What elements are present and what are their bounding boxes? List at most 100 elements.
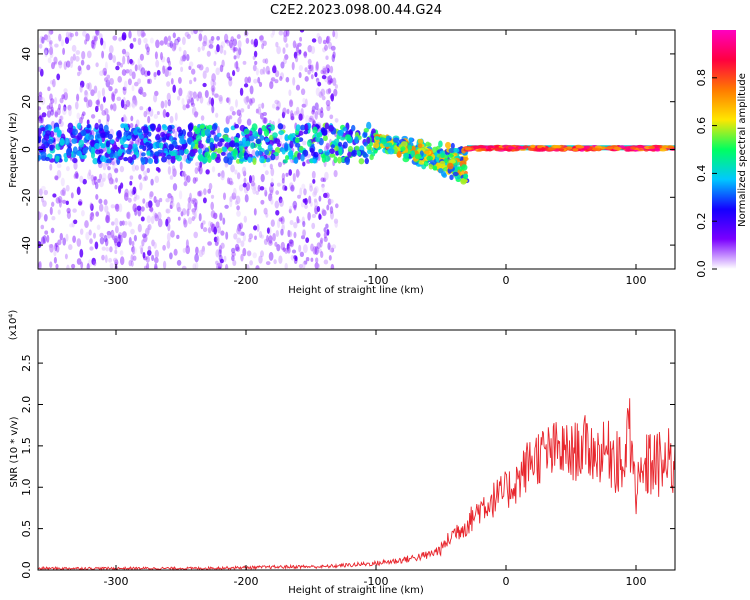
heatmap-cell xyxy=(201,129,206,138)
heatmap-cell xyxy=(236,210,241,217)
heatmap-cell xyxy=(575,145,585,149)
heatmap-cell xyxy=(289,186,295,191)
heatmap-cell xyxy=(322,39,327,45)
heatmap-cell xyxy=(438,140,443,148)
heatmap-cell xyxy=(323,236,328,243)
heatmap-cell xyxy=(238,47,242,56)
heatmap-cell xyxy=(186,175,191,183)
heatmap-cell xyxy=(88,229,92,236)
heatmap-cell xyxy=(122,86,127,91)
heatmap-cell xyxy=(109,246,113,253)
heatmap-cell xyxy=(154,249,159,259)
heatmap-cell xyxy=(215,249,220,258)
heatmap-cell xyxy=(322,67,327,74)
heatmap-cell xyxy=(215,235,220,245)
heatmap-cell xyxy=(250,142,255,150)
heatmap-cell xyxy=(194,167,199,175)
heatmap-cell xyxy=(295,43,299,50)
heatmap-cell xyxy=(161,156,167,163)
heatmap-cell xyxy=(244,76,249,84)
heatmap-cell xyxy=(126,211,131,220)
heatmap-cell xyxy=(347,151,352,158)
heatmap-cell xyxy=(133,81,139,87)
heatmap-cell xyxy=(247,76,252,84)
snr-x-axis-label: Height of straight line (km) xyxy=(288,585,424,596)
heatmap-cell xyxy=(276,244,281,252)
heatmap-cell xyxy=(96,224,101,231)
heatmap-cell xyxy=(148,106,152,112)
heatmap-cell xyxy=(45,130,52,137)
heatmap-cell xyxy=(167,66,172,71)
heatmap-cell xyxy=(82,30,87,37)
heatmap-cell xyxy=(40,236,46,245)
heatmap-cell xyxy=(191,106,197,116)
heatmap-cell xyxy=(253,78,258,84)
heatmap-cell xyxy=(169,115,174,124)
heatmap-cell xyxy=(423,150,430,155)
heatmap-cell xyxy=(170,230,175,238)
heatmap-cell xyxy=(269,185,274,194)
heatmap-cell xyxy=(346,134,352,142)
heatmap-cell xyxy=(189,79,193,85)
heatmap-cell xyxy=(193,198,198,208)
heatmap-cell xyxy=(272,65,277,74)
heatmap-cell xyxy=(38,66,42,72)
heatmap-cell xyxy=(132,37,137,42)
heatmap-cell xyxy=(77,65,82,72)
heatmap-cell xyxy=(198,166,203,175)
heatmap-cell xyxy=(286,108,290,115)
heatmap-cell xyxy=(221,59,225,68)
heatmap-cell xyxy=(193,210,197,219)
heatmap-cell xyxy=(318,248,322,254)
heatmap-cell xyxy=(58,199,62,208)
heatmap-cell xyxy=(72,157,78,164)
heatmap-cell xyxy=(215,221,220,229)
heatmap-cell xyxy=(134,64,138,72)
heatmap-cell xyxy=(176,202,181,211)
heatmap-cell xyxy=(316,205,321,213)
heatmap-cell xyxy=(229,196,233,203)
heatmap-cell xyxy=(223,49,227,56)
snr-x-tick-label: -300 xyxy=(104,575,129,588)
heatmap-cell xyxy=(283,57,287,65)
heatmap-cell xyxy=(407,144,413,151)
heatmap-cell xyxy=(312,158,317,164)
heatmap-cell xyxy=(162,109,167,118)
heatmap-cell xyxy=(108,45,114,54)
heatmap-cell xyxy=(197,153,204,161)
heatmap-cell xyxy=(121,117,125,122)
heatmap-cell xyxy=(119,250,124,256)
spectrogram-plot-area xyxy=(38,30,675,269)
heatmap-cell xyxy=(324,145,329,152)
heatmap-cell xyxy=(107,172,113,181)
heatmap-cell xyxy=(175,39,179,47)
heatmap-cell xyxy=(94,105,99,113)
heatmap-cell xyxy=(65,60,71,68)
heatmap-cell xyxy=(78,199,83,207)
heatmap-cell xyxy=(176,95,181,101)
heatmap-cell xyxy=(56,107,61,116)
heatmap-cell xyxy=(54,176,59,181)
heatmap-cell xyxy=(295,142,301,148)
heatmap-cell xyxy=(522,145,529,149)
heatmap-cell xyxy=(321,183,325,188)
heatmap-cell xyxy=(333,156,338,164)
heatmap-cell xyxy=(172,183,178,191)
heatmap-cell xyxy=(137,78,142,84)
heatmap-cell xyxy=(460,177,467,185)
heatmap-cell xyxy=(100,132,106,138)
heatmap-cell xyxy=(426,155,433,161)
heatmap-cell xyxy=(93,232,96,239)
heatmap-cell xyxy=(172,32,176,39)
heatmap-cell xyxy=(76,112,81,120)
heatmap-cell xyxy=(80,153,87,160)
heatmap-cell xyxy=(320,107,324,114)
heatmap-cell xyxy=(285,43,289,48)
heatmap-cell xyxy=(59,137,65,146)
heatmap-cell xyxy=(260,173,265,183)
heatmap-cell xyxy=(186,33,191,40)
heatmap-cell xyxy=(47,139,54,145)
heatmap-cell xyxy=(46,35,51,43)
heatmap-cell xyxy=(295,124,301,132)
